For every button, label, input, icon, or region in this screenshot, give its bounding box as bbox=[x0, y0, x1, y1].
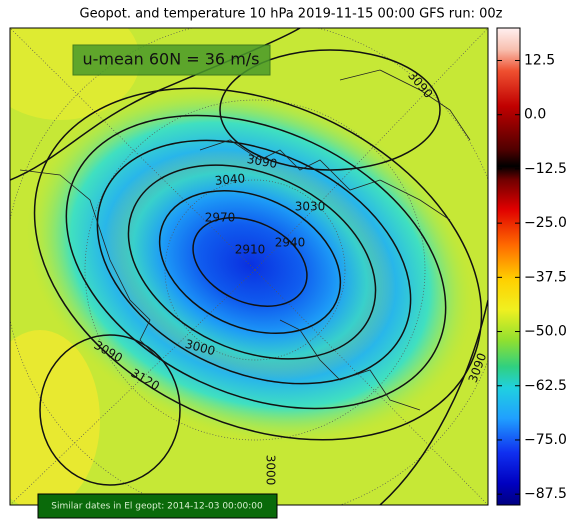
warm-area bbox=[10, 330, 100, 505]
coastlines bbox=[19, 69, 471, 411]
map bbox=[10, 28, 488, 505]
contour-label: 2970 bbox=[205, 211, 236, 225]
cold-core bbox=[104, 149, 396, 381]
graticule bbox=[10, 28, 488, 505]
colorbar-tick-label: 0.0 bbox=[524, 107, 546, 123]
colorbar bbox=[496, 27, 521, 506]
annotation: u-mean 60N = 36 m/s bbox=[82, 50, 259, 69]
colorbar-tick-label: −12.5 bbox=[524, 161, 567, 177]
annotation-box bbox=[72, 44, 271, 76]
title: Geopot. and temperature 10 hPa 2019-11-1… bbox=[80, 7, 503, 22]
contour-label: 2940 bbox=[275, 236, 306, 250]
footer: Similar dates in El geopt: 2014-12-03 00… bbox=[51, 502, 263, 512]
colorbar-tick-label: −75.0 bbox=[524, 432, 567, 448]
contour-label: 3090 bbox=[246, 152, 279, 171]
colorbar-tick-label: −37.5 bbox=[524, 269, 567, 285]
colorbar-tick-label: −87.5 bbox=[524, 486, 567, 502]
contour-label: 3040 bbox=[214, 171, 246, 188]
footer-box bbox=[37, 493, 278, 519]
colorbar-tick-label: −25.0 bbox=[524, 215, 567, 231]
colorbar-tick-label: −50.0 bbox=[524, 324, 567, 340]
colorbar-tick-label: 12.5 bbox=[524, 53, 555, 69]
contour-label: 2910 bbox=[235, 243, 266, 257]
contour-label: 3030 bbox=[295, 200, 326, 214]
colorbar-tick-label: −62.5 bbox=[524, 378, 567, 394]
contour-label: 3000 bbox=[264, 455, 278, 486]
